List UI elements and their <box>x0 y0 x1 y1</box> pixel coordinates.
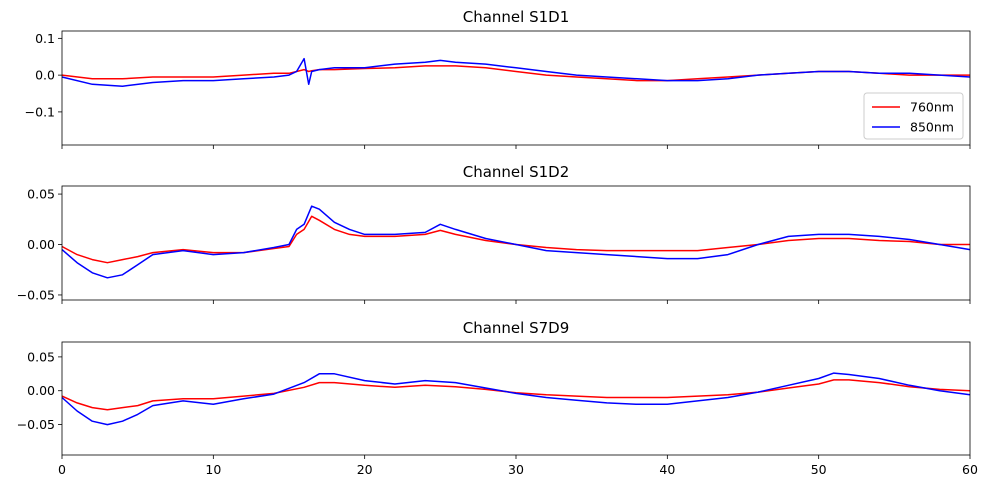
subplot-s7d9: Channel S7D9 0.05 0.00 −0.05 0 10 20 30 40 50 60 <box>17 319 978 477</box>
chart-title: Channel S1D2 <box>463 163 570 181</box>
legend-label: 850nm <box>910 120 954 135</box>
y-tick-label: 0.00 <box>27 383 55 398</box>
y-tick-label: 0.05 <box>27 349 55 364</box>
series-line-850nm <box>61 372 971 426</box>
x-tick-label: 20 <box>357 462 373 477</box>
legend-label: 760nm <box>910 100 954 115</box>
x-tick-label: 40 <box>659 462 675 477</box>
y-tick-label: 0.05 <box>27 187 55 202</box>
x-tick-label: 0 <box>58 462 66 477</box>
chart-title: Channel S1D1 <box>463 8 570 26</box>
x-tick-label: 50 <box>811 462 827 477</box>
y-tick-label: 0.0 <box>35 68 55 83</box>
series-line-760nm <box>61 215 970 264</box>
series-line-760nm <box>61 379 971 411</box>
y-tick-label: 0.1 <box>35 31 55 46</box>
y-tick-label: 0.00 <box>27 237 55 252</box>
x-tick-label: 30 <box>508 462 524 477</box>
subplot-s1d2: Channel S1D2 0.05 0.00 −0.05 <box>17 163 971 304</box>
y-tick-label: −0.05 <box>17 287 55 302</box>
chart-title: Channel S7D9 <box>463 319 570 337</box>
y-tick-label: −0.05 <box>17 417 55 432</box>
x-tick-label: 10 <box>205 462 221 477</box>
x-tick-label: 60 <box>962 462 978 477</box>
subplot-s1d1: Channel S1D1 0.1 0.0 −0.1 760nm 850nm <box>25 8 971 149</box>
y-tick-label: −0.1 <box>25 104 55 119</box>
axes-frame <box>61 185 971 301</box>
series-line-850nm <box>61 57 971 87</box>
series-line-850nm <box>61 205 971 279</box>
axes-frame <box>61 30 971 146</box>
legend: 760nm 850nm <box>863 92 964 140</box>
